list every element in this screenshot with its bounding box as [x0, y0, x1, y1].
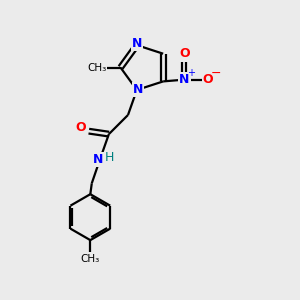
- Text: −: −: [211, 67, 221, 80]
- Text: +: +: [187, 68, 195, 79]
- Text: N: N: [133, 83, 143, 97]
- Text: O: O: [179, 47, 190, 60]
- Text: N: N: [179, 74, 190, 86]
- Text: CH₃: CH₃: [81, 254, 100, 264]
- Text: N: N: [132, 37, 142, 50]
- Text: O: O: [75, 121, 86, 134]
- Text: N: N: [92, 153, 103, 166]
- Text: CH₃: CH₃: [87, 63, 106, 73]
- Text: O: O: [202, 74, 213, 86]
- Text: H: H: [105, 151, 114, 164]
